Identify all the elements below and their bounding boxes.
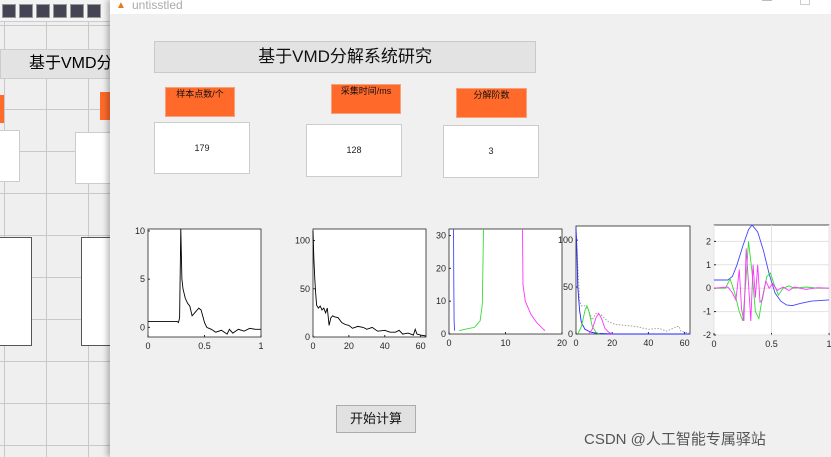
- series-line-1: [312, 230, 427, 337]
- x-tick-label: 1: [826, 339, 831, 349]
- editor-edit-box: [0, 130, 20, 182]
- x-tick-label: 0: [446, 338, 451, 348]
- plot-area: [575, 225, 691, 335]
- x-tick-label: 20: [607, 338, 617, 348]
- toolbar-tool-icon[interactable]: [36, 4, 50, 18]
- series-line-3: [522, 228, 546, 332]
- y-tick-label: 0: [140, 322, 145, 332]
- title-bar: ▲ untisstled: [110, 0, 831, 14]
- editor-axes-placeholder: [81, 237, 115, 346]
- y-tick-label: 0: [706, 283, 711, 293]
- x-tick-label: 0: [711, 339, 716, 349]
- x-tick-label: 20: [557, 338, 567, 348]
- start-calculation-button[interactable]: 开始计算: [336, 405, 416, 433]
- plot-5: 0 0.5 1 -2 -1 0 1 2: [703, 224, 831, 349]
- sample-count-input[interactable]: 179: [154, 122, 250, 174]
- toolbar-tool-icon[interactable]: [70, 4, 84, 18]
- decomposition-order-label: 分解阶数: [456, 88, 527, 118]
- y-tick-label: -2: [703, 330, 711, 340]
- x-tick-label: 60: [680, 338, 690, 348]
- plot-area: [448, 228, 563, 335]
- editor-title-panel: 基于VMD分: [0, 49, 114, 79]
- y-tick-label: 50: [563, 282, 573, 292]
- y-tick-label: 1: [706, 260, 711, 270]
- x-tick-label: 40: [380, 341, 390, 351]
- series-line-2: [459, 228, 484, 332]
- y-tick-label: 10: [135, 226, 145, 236]
- matlab-icon: ▲: [116, 0, 126, 11]
- y-tick-label: 10: [436, 296, 446, 306]
- x-tick-label: 0.5: [198, 341, 211, 351]
- minimize-button[interactable]: [762, 0, 772, 1]
- editor-label: [100, 92, 112, 120]
- y-tick-label: 2: [706, 236, 711, 246]
- watermark: CSDN @人工智能专属驿站: [584, 431, 766, 448]
- series-line-1: [453, 228, 456, 331]
- x-tick-label: 0: [145, 341, 150, 351]
- toolbar-tool-icon[interactable]: [2, 4, 16, 18]
- window-title: untisstled: [132, 0, 183, 12]
- series-line-4: [588, 312, 613, 335]
- x-tick-label: 0: [310, 341, 315, 351]
- series-line-3: [577, 304, 600, 335]
- sample-count-label: 样本点数/个: [165, 87, 235, 117]
- y-tick-label: 100: [295, 236, 310, 246]
- maximize-button[interactable]: [800, 0, 810, 5]
- y-tick-label: 5: [140, 274, 145, 284]
- x-tick-label: 0: [573, 338, 578, 348]
- toolbar-tool-icon[interactable]: [19, 4, 33, 18]
- plot-area: [147, 228, 262, 338]
- x-tick-label: 40: [643, 338, 653, 348]
- plot-area: [312, 228, 427, 338]
- editor-toolbar: [0, 0, 112, 22]
- editor-axes-placeholder: [0, 237, 32, 346]
- page-title: 基于VMD分解系统研究: [154, 41, 536, 73]
- y-tick-label: 50: [300, 284, 310, 294]
- x-tick-label: 10: [500, 338, 510, 348]
- y-tick-label: 0: [568, 329, 573, 339]
- plot-2: 0 20 40 60 0 50 100: [295, 228, 427, 351]
- sample-time-label: 采集时间/ms: [331, 84, 401, 114]
- decomposition-order-input[interactable]: 3: [443, 125, 539, 178]
- x-tick-label: 1: [258, 341, 263, 351]
- series-line-2: [575, 228, 690, 335]
- toolbar-tool-icon[interactable]: [53, 4, 67, 18]
- y-tick-label: -1: [703, 307, 711, 317]
- y-tick-label: 0: [441, 329, 446, 339]
- plot-3: 0 10 20 0 10 20 30: [436, 228, 567, 348]
- editor-label: [0, 95, 4, 123]
- y-tick-label: 30: [436, 231, 446, 241]
- series-line-1: [714, 224, 830, 307]
- series-line-1: [148, 228, 261, 335]
- sample-time-input[interactable]: 128: [306, 124, 402, 177]
- y-tick-label: 0: [305, 332, 310, 342]
- series-line-3: [713, 248, 830, 322]
- x-tick-label: 60: [416, 341, 426, 351]
- x-tick-label: 20: [344, 341, 354, 351]
- toolbar-tool-icon[interactable]: [87, 4, 101, 18]
- series-line-2: [714, 241, 829, 322]
- y-tick-label: 100: [558, 235, 573, 245]
- x-tick-label: 0.5: [765, 339, 778, 349]
- figure-window: ▲ untisstled 基于VMD分解系统研究 样本点数/个 179 采集时间…: [110, 0, 831, 457]
- y-tick-label: 20: [436, 263, 446, 273]
